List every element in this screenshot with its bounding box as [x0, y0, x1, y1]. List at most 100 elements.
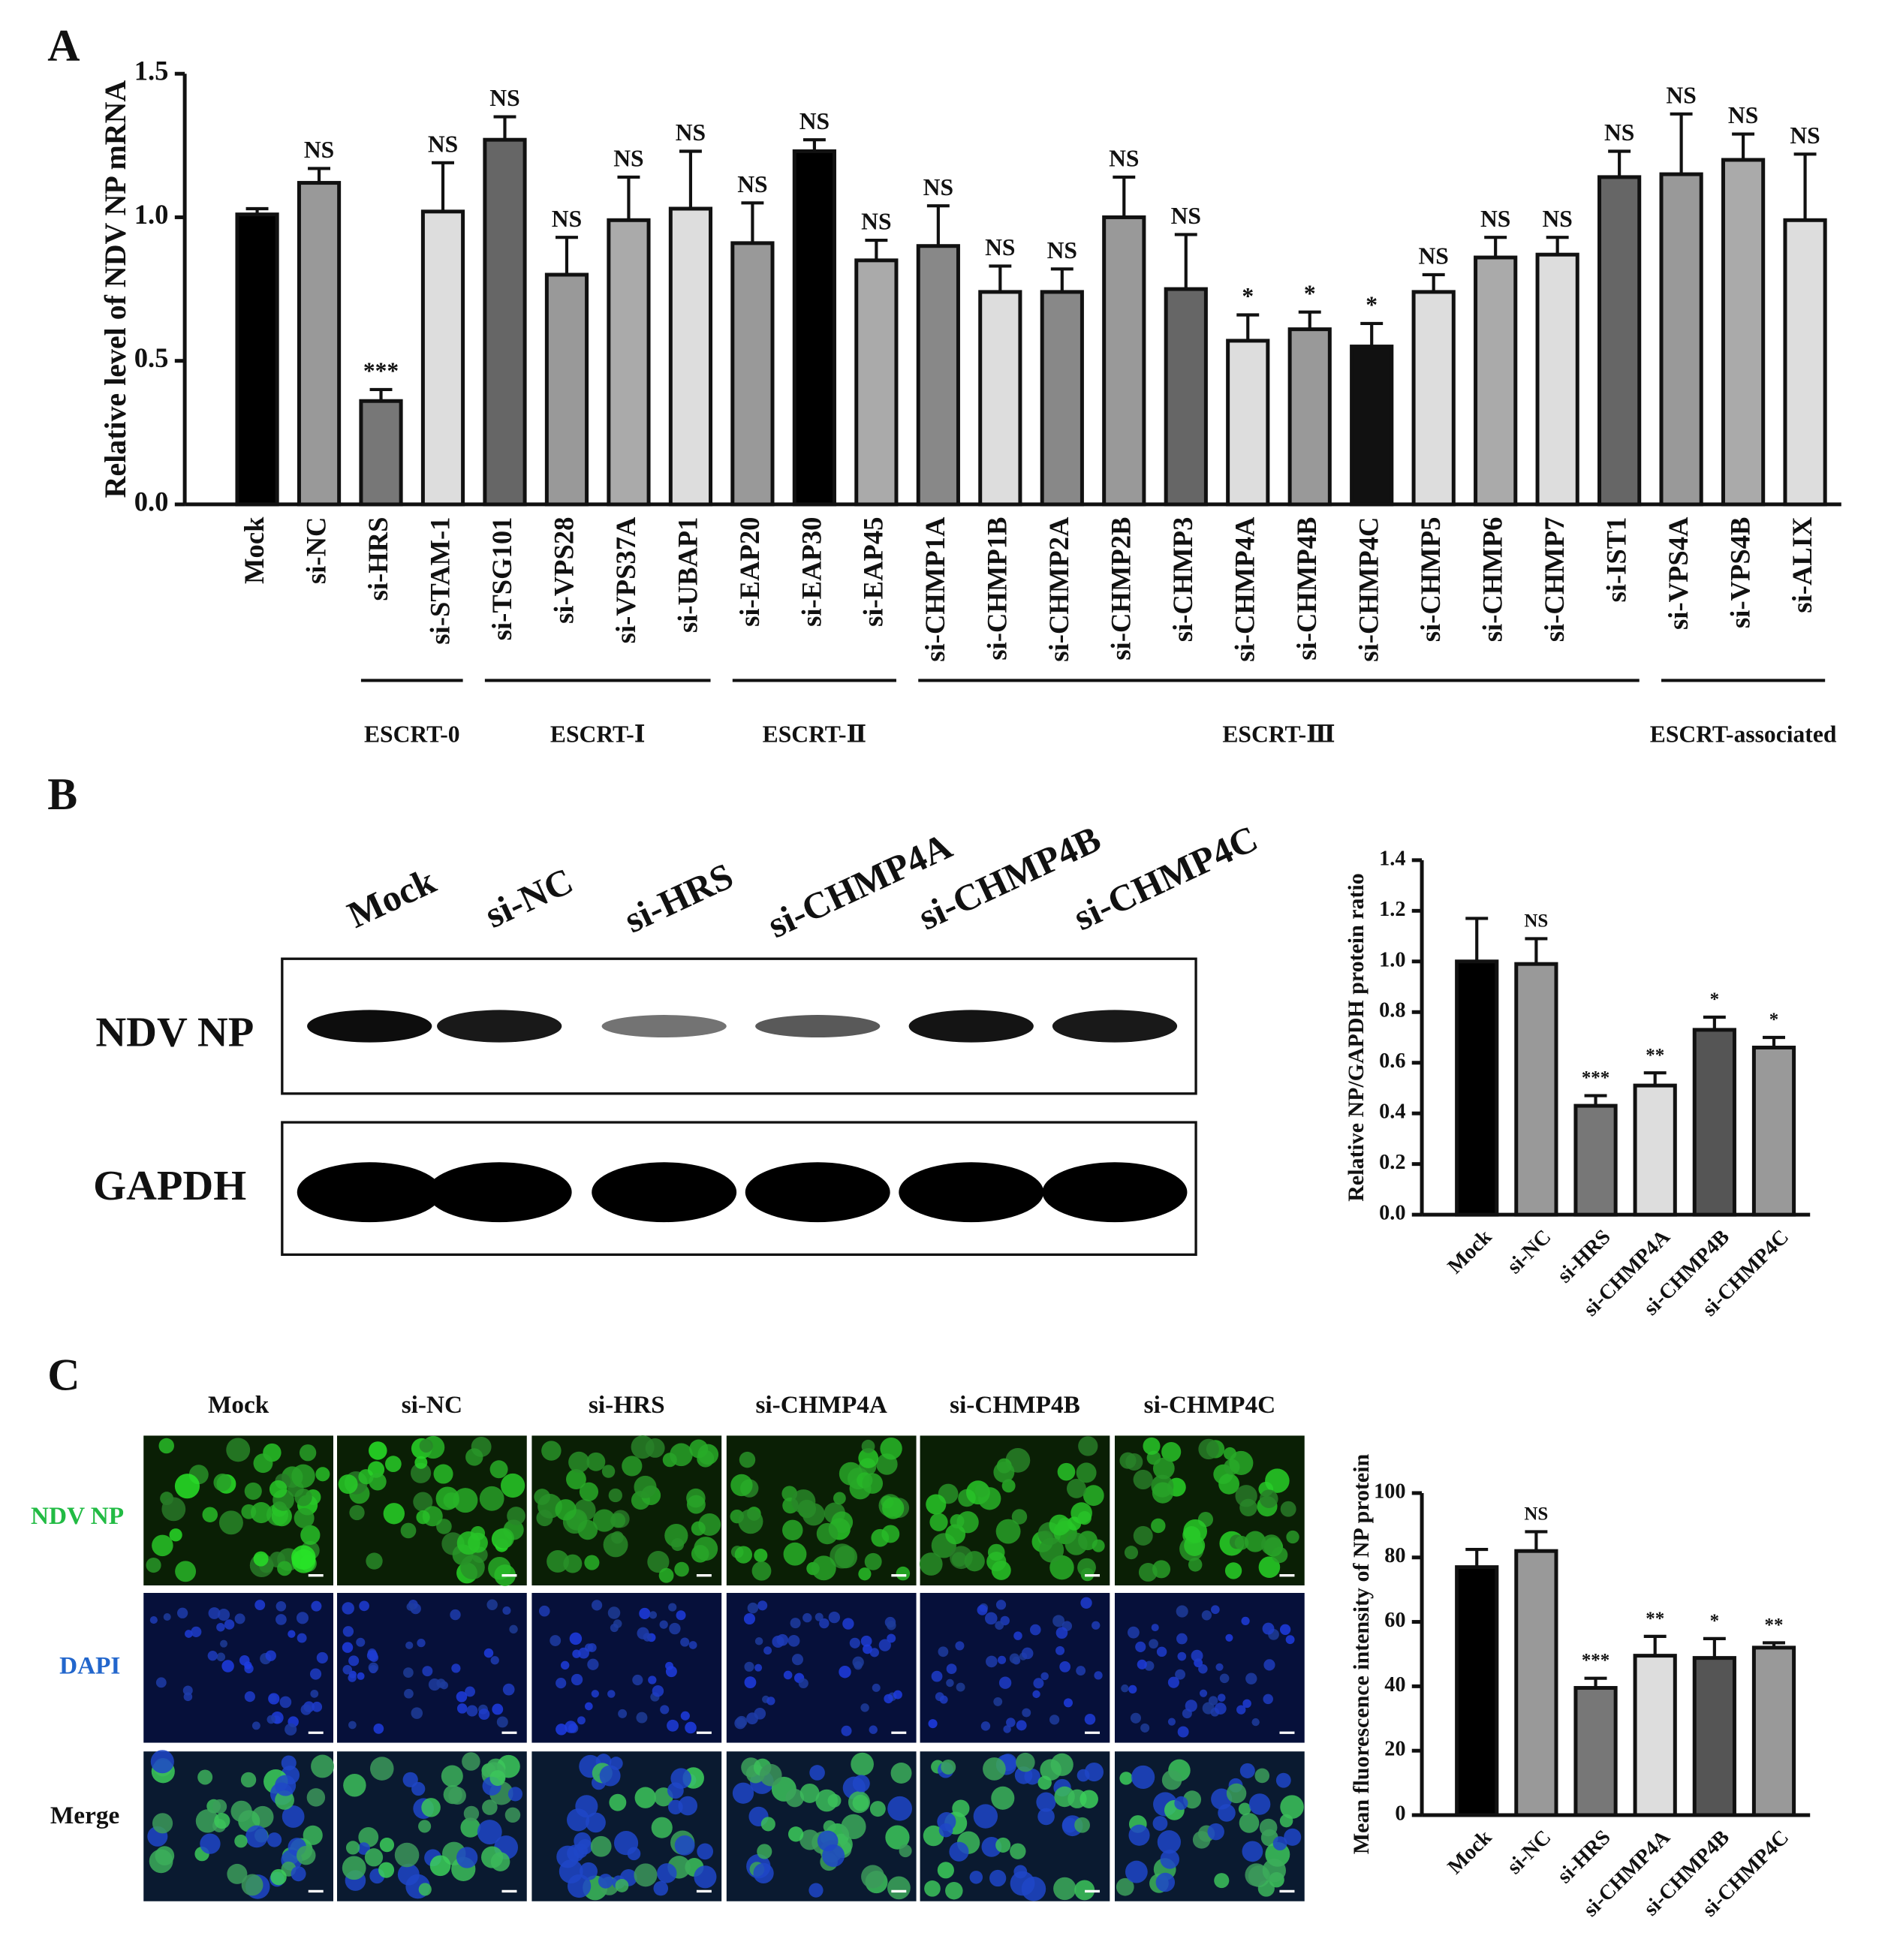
bar [297, 181, 342, 507]
cell [441, 1765, 463, 1787]
cell [1157, 1830, 1182, 1854]
cell [1140, 1723, 1150, 1733]
cell [923, 1825, 944, 1847]
cell [1080, 1790, 1098, 1808]
x-tick-label: si-CHMP2A [1043, 516, 1074, 662]
cell [269, 1480, 288, 1498]
cell [860, 1635, 872, 1647]
cell [1214, 1703, 1227, 1715]
cell [1133, 1525, 1153, 1546]
cell [294, 1507, 315, 1528]
cell [1207, 1823, 1224, 1841]
cell [275, 1775, 297, 1796]
cell [478, 1709, 490, 1721]
group-label: ESCRT-Ⅱ [763, 721, 866, 747]
cell [1127, 1626, 1140, 1639]
cell [456, 1703, 468, 1714]
cell [790, 1618, 801, 1629]
cell [161, 1497, 186, 1522]
cell [997, 1655, 1007, 1664]
cell [502, 1683, 515, 1696]
x-tick-label: si-CHMP2B [1106, 517, 1137, 661]
cell [686, 1495, 706, 1514]
blot-band [437, 1010, 562, 1043]
cell [433, 1464, 453, 1484]
x-tick-label: si-IST1 [1601, 517, 1632, 603]
cell [946, 1678, 954, 1688]
cell [1167, 1718, 1176, 1726]
cell [852, 1794, 869, 1811]
cell [802, 1503, 825, 1526]
cell [1137, 1659, 1147, 1669]
x-tick-label: si-CHMP4B [1291, 517, 1322, 661]
cell [928, 1719, 938, 1729]
significance-label: * [1710, 1611, 1719, 1631]
x-tick-label: si-STAM-1 [424, 517, 455, 645]
cell [738, 1509, 763, 1534]
cell [887, 1633, 896, 1643]
cell [1242, 1699, 1251, 1709]
cell [1021, 1647, 1034, 1660]
cell [277, 1561, 292, 1576]
blot-frame [281, 957, 1197, 1095]
x-tick-label: si-CHMP1A [920, 516, 950, 662]
cell [493, 1528, 514, 1549]
x-tick-label: si-CHMP6 [1477, 517, 1508, 643]
significance-label: NS [1419, 243, 1449, 269]
cell [550, 1635, 562, 1646]
cell [754, 1637, 763, 1645]
cell [757, 1600, 768, 1611]
cell [828, 1611, 841, 1624]
cell [591, 1600, 603, 1611]
cell [956, 1682, 965, 1692]
cell [1119, 1772, 1133, 1785]
cell [220, 1639, 228, 1648]
cell [490, 1852, 510, 1871]
cell [251, 1721, 260, 1730]
cell [1013, 1865, 1028, 1879]
cell [1077, 1510, 1092, 1525]
bar [1692, 1028, 1736, 1217]
cell [955, 1641, 965, 1651]
group-label: ESCRT-Ⅲ [1222, 721, 1335, 747]
significance-label: NS [737, 171, 767, 197]
cell [1161, 1770, 1182, 1790]
cell [697, 1843, 714, 1860]
cell [556, 1724, 568, 1736]
panel-label: C [47, 1350, 80, 1399]
cell [1152, 1482, 1174, 1504]
cell [1121, 1684, 1129, 1693]
cell [1074, 1880, 1095, 1901]
cell [1198, 1663, 1208, 1674]
microscopy-column-label: si-CHMP4B [950, 1391, 1080, 1419]
cell [984, 1612, 998, 1625]
cell [694, 1537, 718, 1561]
cell [817, 1830, 839, 1852]
cell [754, 1549, 768, 1563]
cell [1263, 1694, 1273, 1705]
cell [607, 1606, 621, 1619]
cell [411, 1707, 423, 1719]
cell [343, 1774, 366, 1797]
cell [241, 1874, 263, 1896]
cell [1064, 1532, 1088, 1555]
cell [613, 1831, 639, 1856]
cell [463, 1805, 480, 1822]
cell [451, 1663, 461, 1673]
cell [852, 1775, 870, 1793]
cell [342, 1665, 353, 1675]
cell [882, 1497, 905, 1519]
cell [618, 1709, 628, 1718]
cell [460, 1555, 485, 1580]
cell [799, 1783, 820, 1803]
cell [316, 1651, 328, 1663]
cell [1143, 1437, 1161, 1455]
cell [754, 1707, 766, 1720]
cell [418, 1883, 432, 1896]
cell [1059, 1661, 1071, 1672]
cell [887, 1621, 896, 1630]
cell [253, 1453, 273, 1474]
cell [941, 1759, 956, 1775]
cell [945, 1524, 966, 1545]
